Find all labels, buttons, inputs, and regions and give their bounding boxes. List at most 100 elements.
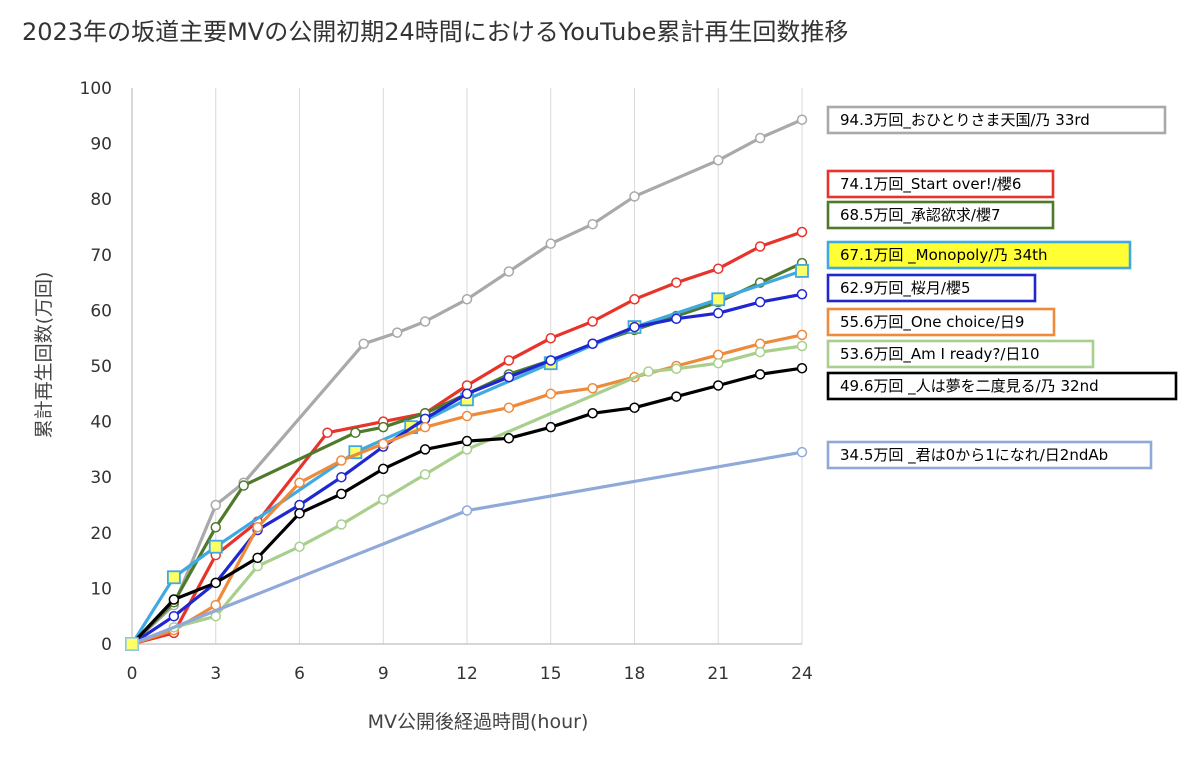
data-point [168,610,180,622]
data-point [350,427,361,438]
data-point [358,338,369,350]
legend-box [826,200,1055,230]
data-point [419,444,431,455]
legend-item: 94.3万回_おひとりさま天国/乃 33rd [826,105,1167,135]
data-point [713,307,724,319]
data-point [294,541,305,552]
data-point [754,132,766,144]
data-point [711,292,726,307]
data-point [461,410,473,422]
data-point [378,421,389,433]
data-point [796,340,808,352]
data-point [545,421,556,433]
data-point [754,296,766,308]
x-axis-title: MV公開後経過時間(hour) [368,711,589,733]
legend-box [826,240,1132,270]
data-point [378,438,389,450]
y-tick-label: 50 [90,357,112,377]
data-point [796,362,808,374]
data-point [419,421,431,433]
data-point [796,446,808,458]
data-point [419,316,431,327]
y-tick-label: 10 [90,579,112,599]
x-tick-label: 21 [707,664,729,684]
y-tick-label: 90 [90,135,112,155]
data-point [629,191,640,202]
y-axis-title: 累計再生回数(万回) [33,272,55,439]
data-point [294,477,305,489]
data-point [166,570,181,585]
data-point [587,338,598,350]
x-tick-label: 9 [378,664,389,684]
data-point [503,371,515,383]
legend-label: 34.5万回 _君は0から1になれ/日2ndAb [840,446,1108,465]
data-point [461,294,473,305]
data-point [461,435,473,447]
y-tick-label: 0 [101,635,112,655]
legend-item: 62.9万回_桜月/櫻5 [826,273,1037,303]
data-point [208,539,223,554]
legend-item: 67.1万回 _Monopoly/乃 34th [826,240,1132,270]
data-point [796,329,808,341]
x-tick-label: 6 [294,664,305,684]
data-point [713,357,724,369]
data-point [796,226,808,238]
data-point [587,408,598,419]
legend-item: 53.6万回_Am I ready?/日10 [826,339,1095,369]
x-tick-label: 18 [624,664,646,684]
data-point [713,263,724,274]
legend-label: 49.6万回 _人は夢を二度見る/乃 32nd [840,377,1099,396]
axes: 0 10 20 30 40 50 60 70 80 90 100 0 3 6 9 12 15 18 21 24 [80,79,813,684]
data-point [629,402,640,413]
legend-label: 68.5万回_承認欲求/櫻7 [840,206,1001,225]
data-point [336,455,347,466]
data-point [587,218,598,230]
data-point [336,519,347,530]
data-point [210,521,221,533]
legend-label: 94.3万回_おひとりさま天国/乃 33rd [840,111,1090,130]
y-tick-label: 70 [90,246,112,266]
legend-label: 62.9万回_桜月/櫻5 [840,279,971,298]
data-point [545,238,556,249]
legend-box [826,307,1056,337]
data-point [503,266,515,277]
origin-point [125,637,139,651]
data-point [461,388,473,400]
legend-label: 53.6万回_Am I ready?/日10 [840,345,1040,364]
y-tick-label: 20 [90,524,112,544]
data-point [796,289,808,300]
data-point [322,427,333,438]
data-point [545,332,556,344]
data-point [378,494,389,505]
legend-item: 55.6万回_One choice/日9 [826,307,1056,337]
data-point [671,391,682,402]
legend-box [826,339,1095,369]
legend-box [826,371,1178,401]
data-point [713,155,724,166]
data-point [419,469,431,480]
data-point [336,488,347,500]
legend-item: 68.5万回_承認欲求/櫻7 [826,200,1055,230]
data-point [503,433,515,444]
legend-item: 34.5万回 _君は0から1になれ/日2ndAb [826,440,1153,470]
grid-lines [215,88,803,644]
legend-item: 49.6万回 _人は夢を二度見る/乃 32nd [826,371,1178,401]
data-point [252,552,263,564]
legend-box [826,273,1037,303]
x-tick-label: 12 [456,664,478,684]
x-tick-label: 3 [210,664,221,684]
data-point [671,363,682,375]
data-point [754,241,766,252]
data-point [796,114,808,125]
legend-box [826,105,1167,135]
legend-item: 74.1万回_Start over!/櫻6 [826,169,1055,199]
data-point [671,313,682,324]
data-point [629,294,640,305]
legend-label: 55.6万回_One choice/日9 [840,313,1024,332]
data-point [252,521,263,533]
x-tick-label: 15 [540,664,562,684]
data-point [713,380,724,391]
data-point [643,366,654,377]
legend-label: 74.1万回_Start over!/櫻6 [840,175,1021,194]
